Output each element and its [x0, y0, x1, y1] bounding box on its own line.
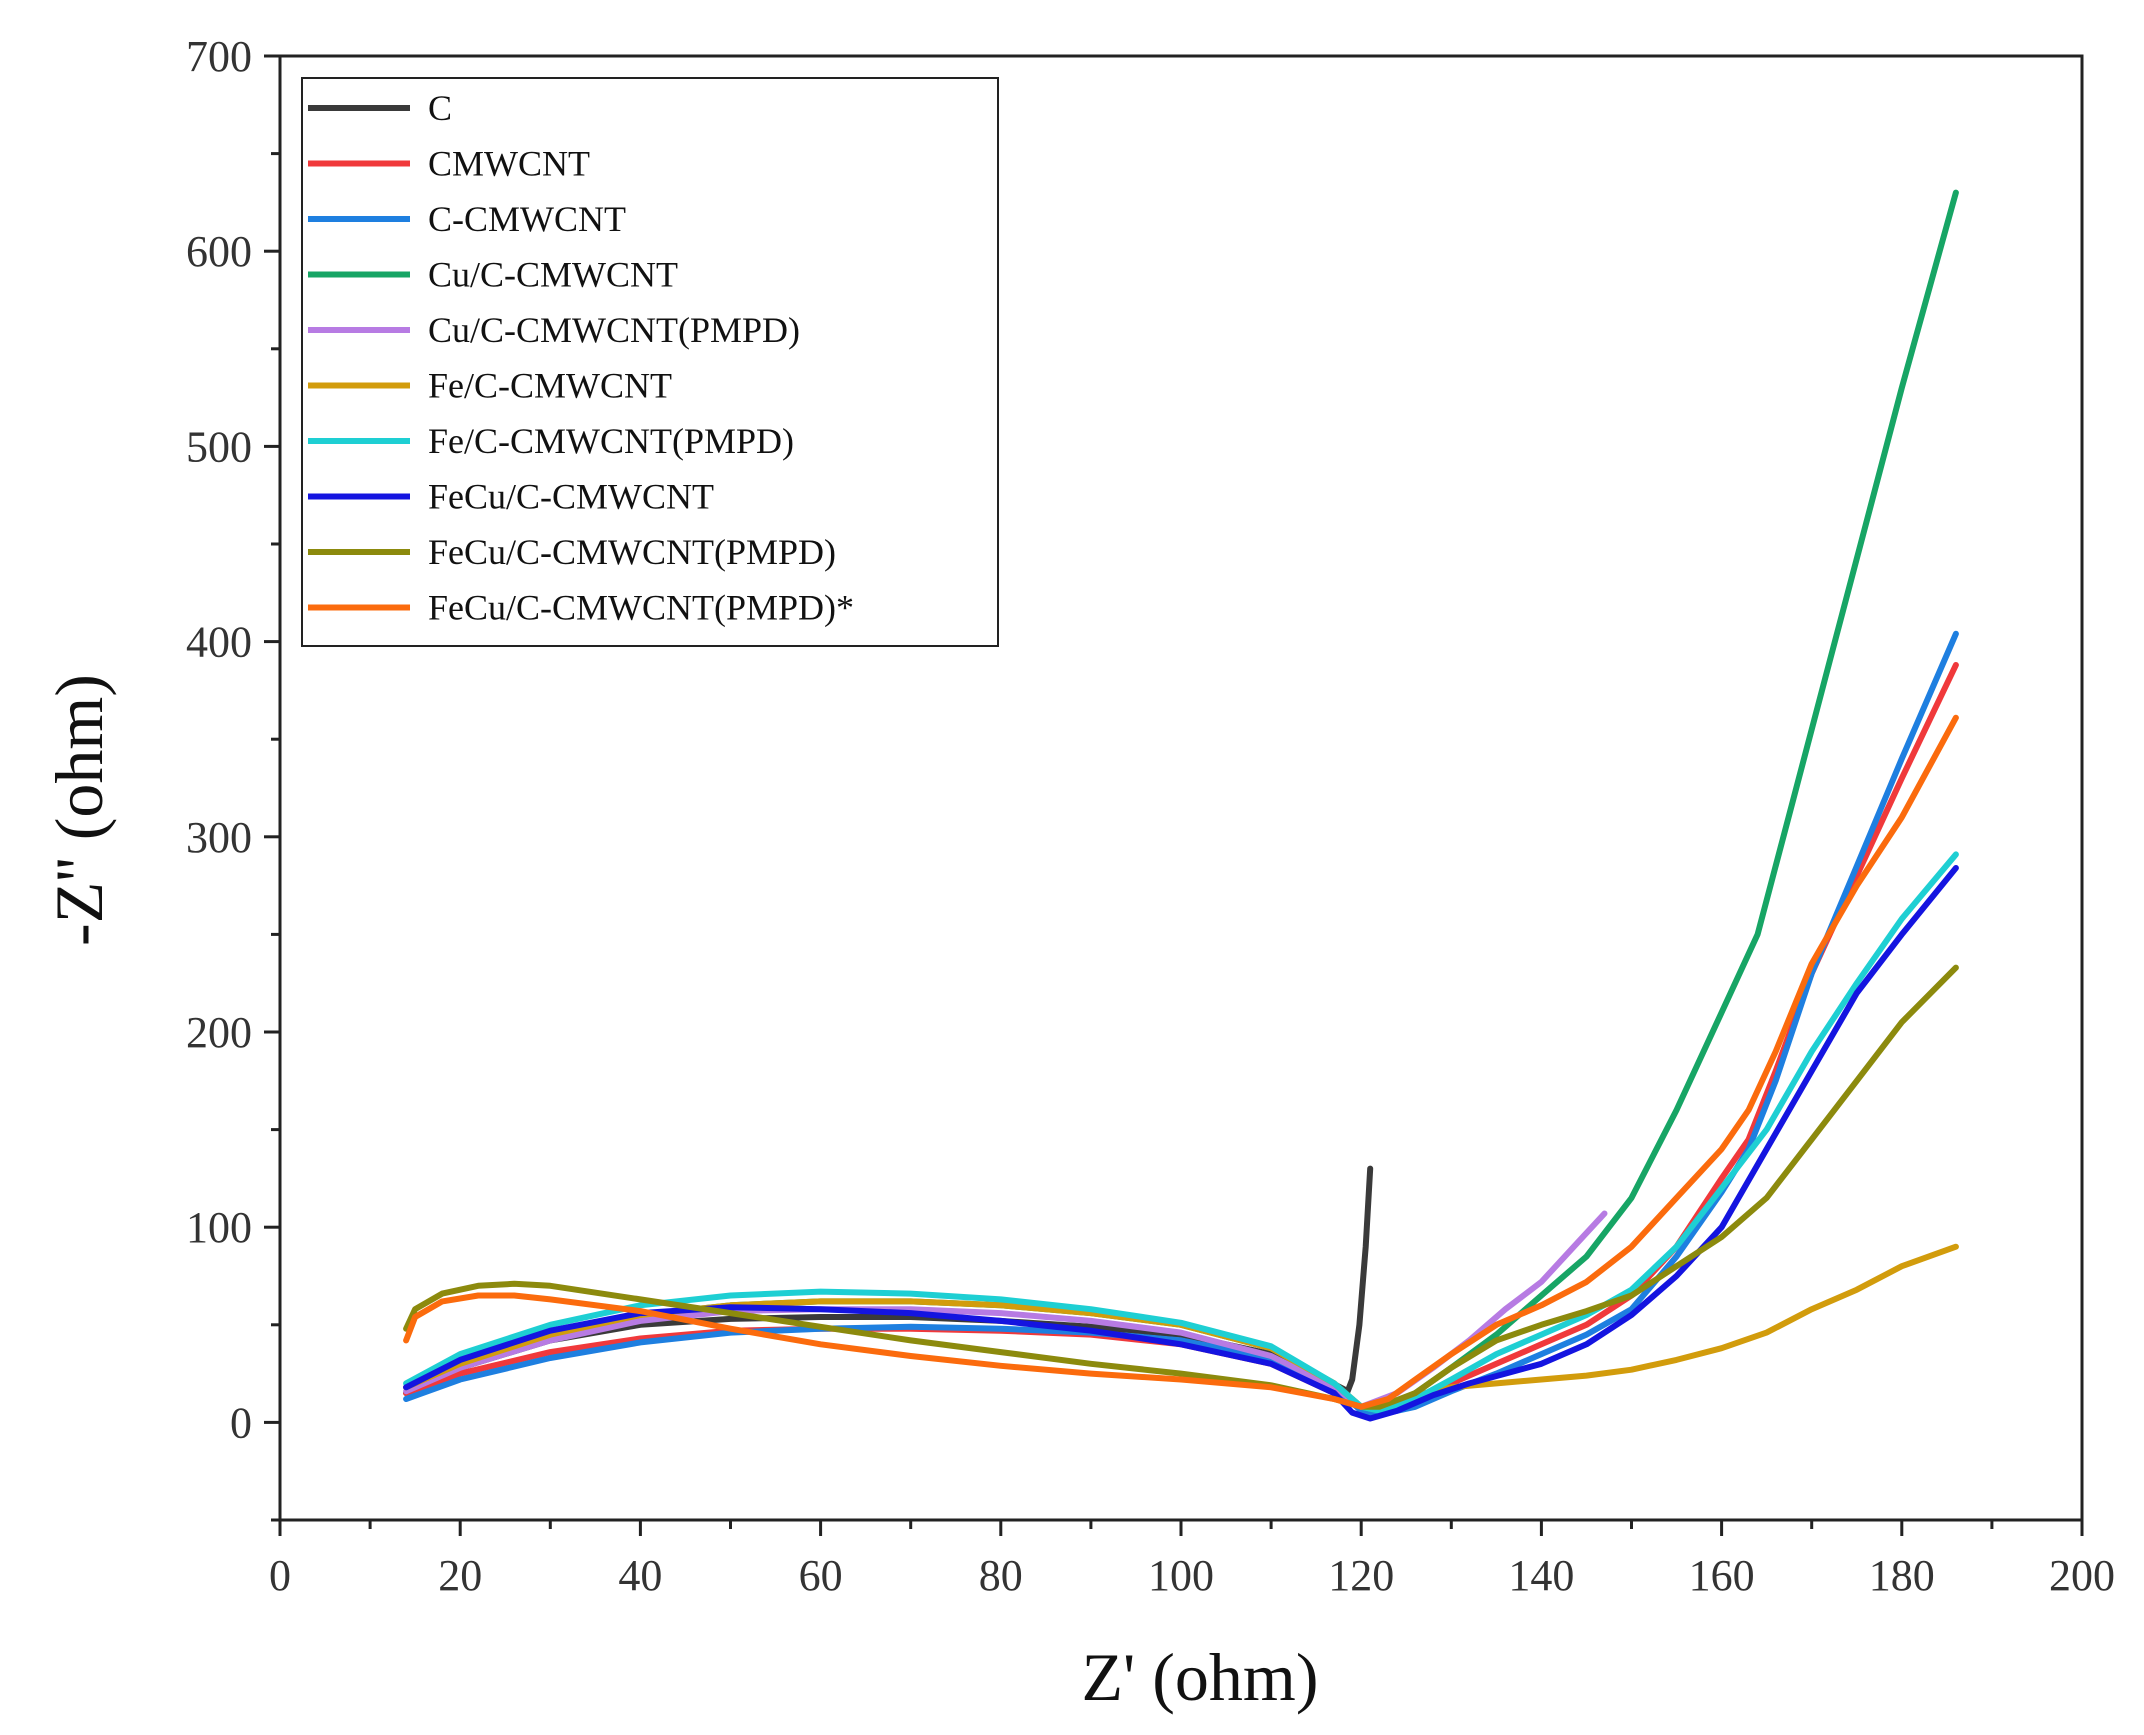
series-line-fecu-c-cmwcnt — [403, 865, 1959, 1422]
axis-ticks: 0 20 40 60 80 100 120 140 160 180 200 0 100 200 300 400… — [186, 32, 2115, 1600]
y-axis-title: -Z'' (ohm) — [41, 674, 117, 946]
x-tick-label: 0 — [269, 1551, 291, 1600]
legend-label-cmwcnt: CMWCNT — [428, 144, 590, 184]
y-tick-label: 0 — [230, 1398, 252, 1447]
legend-label-fecu-c-cmwcnt-pmpd: FeCu/C-CMWCNT(PMPD)* — [428, 588, 854, 628]
x-tick-label: 120 — [1328, 1551, 1394, 1600]
y-tick-label: 100 — [186, 1203, 252, 1252]
y-tick-label: 500 — [186, 422, 252, 471]
series-line-cu-c-cmwcnt-pmpd — [403, 1210, 1608, 1410]
legend: C CMWCNT C-CMWCNT Cu/C-CMWCNT Cu/C-CMWCNT(PM… — [301, 77, 999, 647]
y-tick-label: 200 — [186, 1008, 252, 1057]
x-tick-label: 160 — [1689, 1551, 1755, 1600]
x-tick-label: 60 — [799, 1551, 843, 1600]
legend-label-fecu-c-cmwcnt: FeCu/C-CMWCNT — [428, 477, 714, 517]
series-layer — [403, 189, 1959, 1422]
legend-label-fe-c-cmwcnt: Fe/C-CMWCNT — [428, 366, 672, 406]
legend-label-c-cmwcnt: C-CMWCNT — [428, 199, 626, 239]
x-tick-label: 40 — [618, 1551, 662, 1600]
legend-label-fecu-c-cmwcnt-pmpd: FeCu/C-CMWCNT(PMPD) — [428, 532, 836, 572]
x-tick-label: 20 — [438, 1551, 482, 1600]
x-tick-label: 180 — [1869, 1551, 1935, 1600]
y-tick-label: 600 — [186, 227, 252, 276]
legend-label-c: C — [428, 88, 452, 128]
series-line-fecu-c-cmwcnt-pmpd — [403, 714, 1959, 1410]
x-tick-label: 100 — [1148, 1551, 1214, 1600]
x-tick-label: 80 — [979, 1551, 1023, 1600]
series-line-fe-c-cmwcnt-pmpd — [403, 851, 1959, 1414]
legend-label-cu-c-cmwcnt: Cu/C-CMWCNT — [428, 255, 678, 295]
legend-box — [301, 77, 999, 647]
x-axis-title: Z' (ohm) — [1082, 1639, 1319, 1715]
y-tick-label: 700 — [186, 32, 252, 81]
legend-label-fe-c-cmwcnt-pmpd: Fe/C-CMWCNT(PMPD) — [428, 421, 794, 461]
y-tick-label: 400 — [186, 618, 252, 667]
y-tick-label: 300 — [186, 813, 252, 862]
x-tick-label: 200 — [2049, 1551, 2115, 1600]
x-tick-label: 140 — [1508, 1551, 1574, 1600]
legend-label-cu-c-cmwcnt-pmpd: Cu/C-CMWCNT(PMPD) — [428, 310, 800, 350]
